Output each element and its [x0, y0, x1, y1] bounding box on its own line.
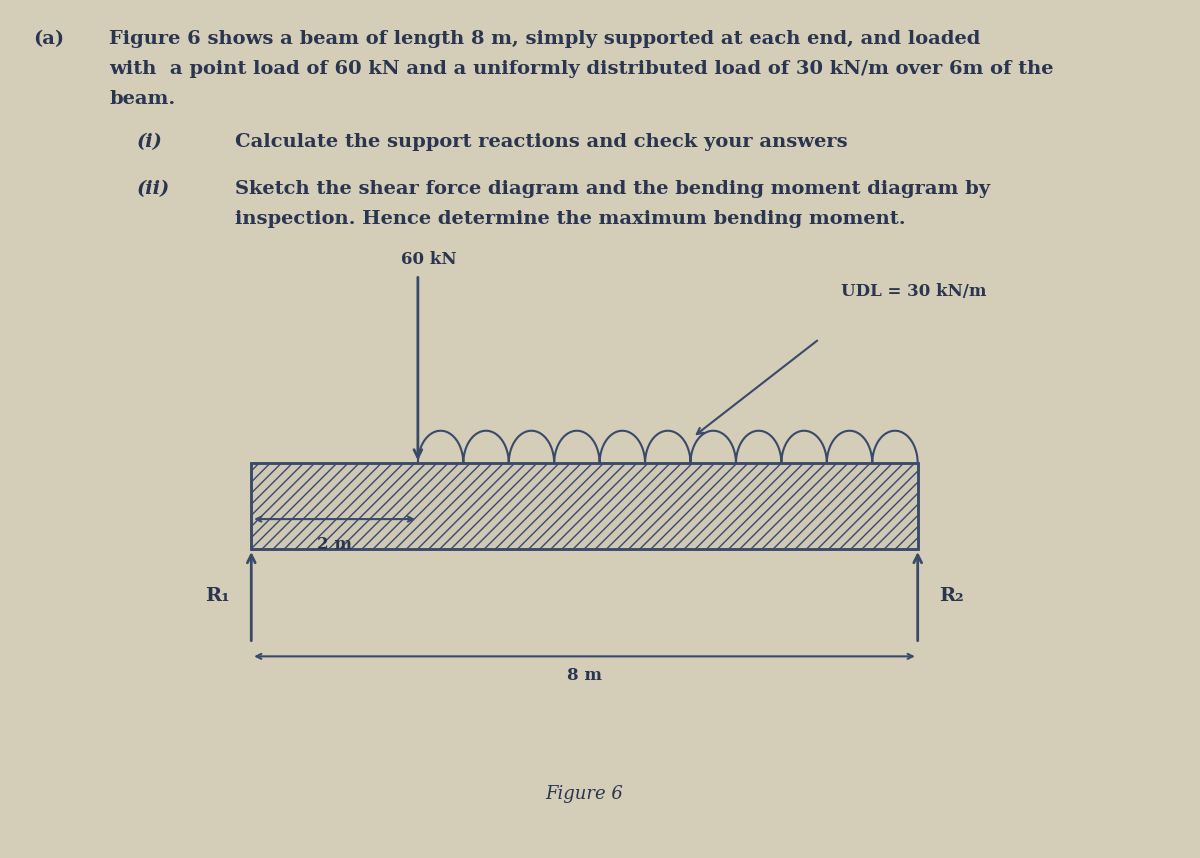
Bar [251, 463, 918, 549]
Text: UDL = 30 kN/m: UDL = 30 kN/m [841, 283, 986, 300]
Text: Figure 6: Figure 6 [546, 785, 624, 802]
Text: (ii): (ii) [137, 180, 170, 198]
Text: Figure 6 shows a beam of length 8 m, simply supported at each end, and loaded: Figure 6 shows a beam of length 8 m, sim… [109, 30, 980, 48]
Text: with  a point load of 60 kN and a uniformly distributed load of 30 kN/m over 6m : with a point load of 60 kN and a uniform… [109, 60, 1054, 78]
Bar [251, 463, 918, 549]
Text: Sketch the shear force diagram and the bending moment diagram by: Sketch the shear force diagram and the b… [235, 180, 990, 198]
Text: beam.: beam. [109, 90, 175, 108]
Text: 60 kN: 60 kN [401, 251, 456, 268]
Text: R₂: R₂ [940, 588, 964, 605]
Text: (a): (a) [32, 30, 64, 48]
Text: inspection. Hence determine the maximum bending moment.: inspection. Hence determine the maximum … [235, 210, 906, 228]
Text: R₁: R₁ [205, 588, 229, 605]
Text: 2 m: 2 m [317, 536, 352, 553]
Text: (i): (i) [137, 133, 162, 151]
Text: 8 m: 8 m [566, 667, 602, 684]
Text: Calculate the support reactions and check your answers: Calculate the support reactions and chec… [235, 133, 847, 151]
